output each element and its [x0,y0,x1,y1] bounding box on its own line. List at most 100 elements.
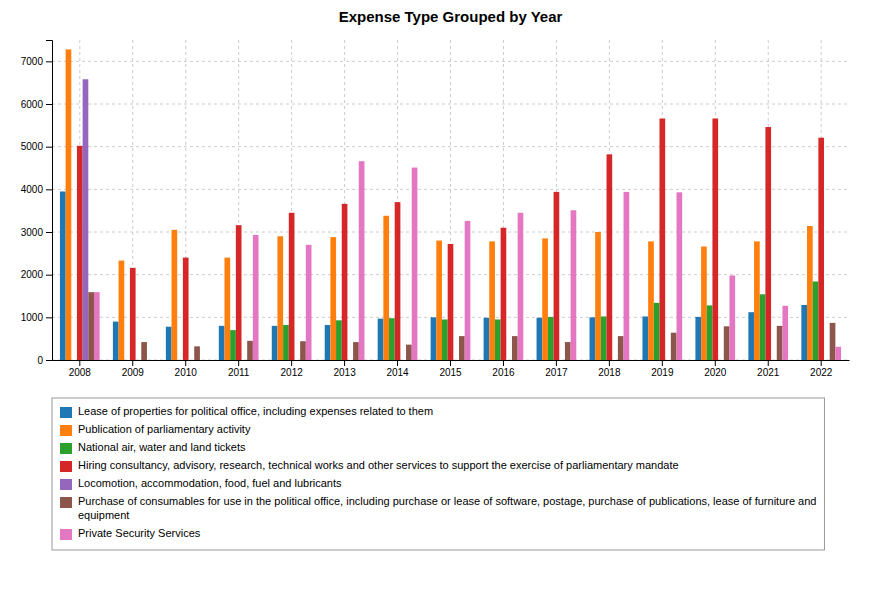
legend-label: Lease of properties for political office… [78,405,433,417]
x-tick-label: 2022 [810,367,833,378]
x-tick: 2018 [598,360,621,378]
y-tick-label: 5000 [21,141,44,152]
bar [306,245,312,360]
bar [66,49,72,360]
x-tick-mark [185,360,186,366]
bar [724,326,730,360]
legend-label: Private Security Services [78,527,201,539]
bar [294,360,300,361]
bar [642,316,648,360]
bar [130,268,136,360]
x-tick: 2010 [175,360,198,378]
legend-swatch [60,407,72,418]
bar [136,360,142,361]
bar [283,325,289,360]
bar [242,360,248,361]
bar [119,261,125,360]
bar [559,360,565,361]
bar [183,258,189,360]
bar [172,230,178,360]
bar [253,235,259,360]
bar [459,336,465,360]
bar [94,292,100,360]
x-tick-mark [291,360,292,366]
x-tick: 2019 [651,360,674,378]
bar [818,138,824,360]
bar [518,213,524,360]
grid-line-y [52,146,849,147]
bar [194,346,200,360]
bar [648,241,654,360]
x-tick: 2012 [281,360,304,378]
y-tick-label: 3000 [21,227,44,238]
x-tick-label: 2009 [122,367,145,378]
bar [189,360,195,361]
x-tick-label: 2011 [228,367,250,378]
x-tick: 2014 [386,360,409,378]
x-tick: 2017 [545,360,568,378]
x-tick-label: 2017 [545,367,568,378]
bar [83,79,89,360]
y-tick-mark [46,61,52,62]
bar [554,192,560,360]
bar [565,342,571,360]
legend-item: Publication of parliamentary activity [60,423,251,436]
x-tick-label: 2010 [175,367,198,378]
bar [659,119,665,360]
x-tick-mark [768,360,769,366]
y-tick-mark [46,104,52,105]
bar-series [94,161,841,360]
grid-line-y [52,189,849,190]
x-tick-mark [503,360,504,366]
plot: 2008200920102011201220132014201520162017… [21,40,850,378]
y-tick: 5000 [21,141,52,152]
bar [807,226,813,360]
x-tick-label: 2020 [704,367,727,378]
x-tick-mark [821,360,822,366]
bar [359,161,365,360]
bar [801,305,807,360]
bar [177,360,183,361]
bar-series [60,191,807,360]
bar [607,154,613,360]
x-tick: 2011 [228,360,250,378]
y-tick-mark [46,232,52,233]
bar [60,191,66,360]
bar [141,342,147,360]
bar [88,292,94,360]
title: Expense Type Grouped by Year [339,8,563,25]
bar [489,241,495,360]
x-tick-mark [344,360,345,366]
bar [830,323,836,360]
bar-series [88,292,835,360]
bar [395,202,401,360]
legend-box [52,398,824,550]
x-tick-label: 2012 [281,367,304,378]
bar [571,210,577,360]
legend-swatch [60,529,72,540]
y-tick-label: 2000 [21,269,44,280]
bar [412,168,418,360]
bar [601,316,607,360]
bar [677,192,683,360]
bar [400,360,406,361]
bar [330,237,336,360]
bar [272,326,278,360]
bar [590,317,596,360]
bar [618,336,624,360]
y-tick: 7000 [21,56,52,67]
bar [277,236,283,360]
bar [748,312,754,360]
bar [200,360,206,361]
legend-item: Locomotion, accommodation, food, fuel an… [60,477,342,490]
x-tick: 2016 [492,360,515,378]
bar [760,294,766,360]
legend-swatch [60,461,72,472]
bar [342,204,348,360]
bar [448,244,454,360]
bar [671,333,677,360]
bar [777,326,783,360]
bar [542,238,548,360]
y-tick-label: 1000 [21,312,44,323]
x-tick: 2020 [704,360,727,378]
